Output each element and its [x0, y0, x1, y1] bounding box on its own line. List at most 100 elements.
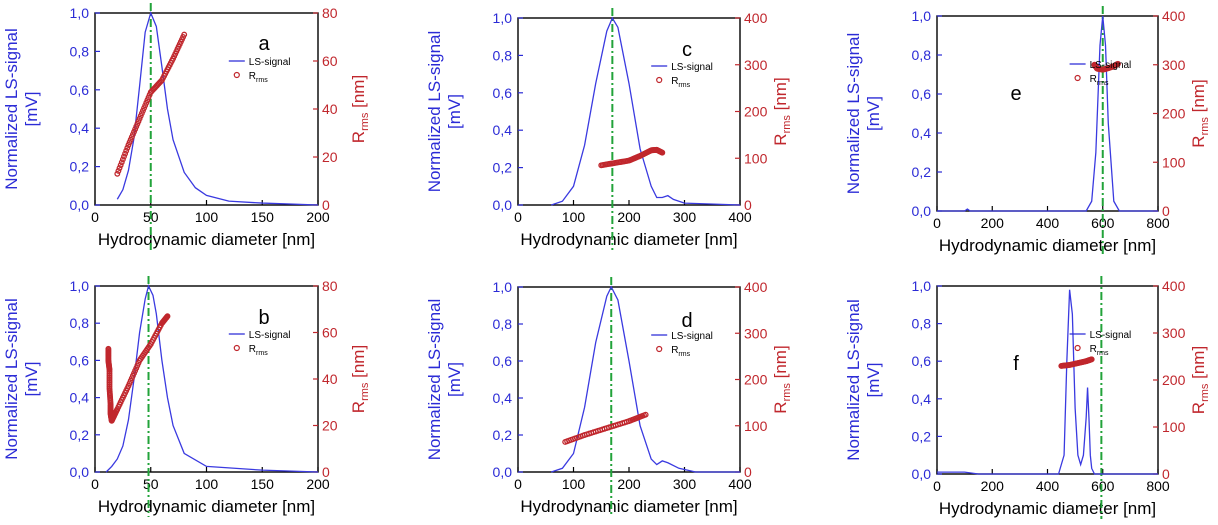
y-right-label-main: R — [771, 401, 790, 413]
legend-rrms-sub: rms — [1097, 80, 1109, 87]
panel-letter: b — [258, 307, 269, 329]
y-right-label-main: R — [349, 401, 368, 413]
legend-marker-icon — [233, 71, 240, 79]
x-tick-label: 100 — [562, 476, 586, 492]
y-right-tick-label: 40 — [322, 101, 338, 117]
y-left-tick-label: 0,8 — [493, 316, 513, 332]
y-right-tick-label: 60 — [322, 53, 338, 69]
y-right-tick-label: 80 — [322, 5, 338, 21]
y-right-tick-label: 80 — [322, 278, 338, 294]
y-left-tick-label: 0,2 — [70, 427, 90, 443]
legend-label-rrms: Rrms — [671, 345, 690, 358]
rrms-point — [181, 31, 188, 38]
y-right-tick-label: 100 — [1162, 154, 1186, 170]
legend-label-rrms: Rrms — [1090, 344, 1109, 357]
y-left-tick-label: 0,2 — [70, 159, 90, 175]
plot-frame — [94, 12, 319, 206]
y-left-tick-label: 0,8 — [70, 43, 90, 59]
y-right-label-unit: [nm] — [349, 75, 368, 113]
plot-frame — [936, 15, 1159, 212]
y-right-tick-label: 300 — [1162, 325, 1186, 341]
y-right-label-sub: rms — [1199, 383, 1211, 402]
legend-label-rrms: Rrms — [671, 76, 690, 89]
panel-c: 0 100 200 300 400 0,0 0,2 0,4 0,6 0,8 1,0 0 100 200 30… — [425, 8, 793, 250]
x-tick-label: 0 — [933, 215, 941, 231]
y-right-label-sub: rms — [1199, 117, 1211, 136]
y-left-axis-unit: [mV] — [445, 362, 464, 397]
y-right-label-main: R — [349, 131, 368, 143]
legend-rrms-sub: rms — [256, 350, 268, 357]
y-left-tick-label: 0,0 — [912, 466, 932, 482]
x-tick-label: 150 — [251, 476, 275, 492]
legend-marker-icon — [656, 345, 663, 353]
x-tick-label: 400 — [728, 476, 752, 492]
x-tick-label: 600 — [1091, 215, 1115, 231]
y-left-tick-label: 0,4 — [493, 122, 513, 138]
y-right-label-unit: [nm] — [771, 77, 790, 115]
x-axis-label: Hydrodynamic diameter [nm] — [520, 230, 737, 249]
x-tick-label: 600 — [1091, 478, 1115, 494]
y-left-tick-label: 0,4 — [70, 120, 90, 136]
y-right-label-main: R — [1189, 135, 1208, 147]
ls-signal-line — [551, 16, 741, 206]
plot-frame — [517, 286, 741, 473]
x-tick-label: 200 — [617, 209, 641, 225]
rrms-point — [124, 144, 131, 151]
y-left-tick-label: 0,2 — [493, 427, 513, 443]
legend-rrms-main: R — [1090, 74, 1097, 85]
y-right-tick-label: 200 — [744, 104, 768, 120]
x-tick-label: 100 — [562, 209, 586, 225]
y-left-tick-label: 0,4 — [912, 125, 932, 141]
x-tick-label: 0 — [91, 476, 99, 492]
y-right-tick-label: 0 — [322, 197, 330, 213]
y-left-axis-unit: [mV] — [22, 92, 41, 127]
x-tick-label: 300 — [673, 476, 697, 492]
panel-letter: f — [1013, 353, 1019, 375]
y-right-tick-label: 0 — [322, 464, 330, 480]
panel-f: 0 200 400 600 800 0,0 0,2 0,4 0,6 0,8 1,0 0 100 200 30… — [844, 276, 1211, 519]
y-right-axis-label: Rrms [nm] — [349, 75, 371, 143]
legend-rrms-main: R — [249, 344, 256, 355]
legend-label-ls: LS-signal — [1090, 330, 1132, 341]
y-right-label-sub: rms — [781, 383, 793, 402]
y-left-axis-label: Normalized LS-signal — [2, 28, 21, 190]
y-right-label-sub: rms — [359, 382, 371, 401]
rrms-point — [106, 377, 113, 384]
y-right-tick-label: 20 — [322, 149, 338, 165]
y-left-axis-unit: [mV] — [864, 363, 883, 398]
x-tick-label: 0 — [514, 476, 522, 492]
y-right-label-unit: [nm] — [1189, 346, 1208, 384]
y-left-axis-label: Normalized LS-signal — [844, 33, 863, 195]
legend-marker-icon — [656, 76, 663, 84]
rrms-point — [121, 153, 127, 160]
x-tick-label: 800 — [1146, 478, 1170, 494]
y-left-axis-unit: [mV] — [22, 362, 41, 397]
y-right-tick-label: 200 — [1162, 106, 1186, 122]
x-tick-label: 150 — [251, 209, 275, 225]
rrms-point — [164, 313, 171, 320]
y-right-label-unit: [nm] — [771, 345, 790, 383]
y-right-tick-label: 400 — [744, 10, 768, 26]
legend-rrms-main: R — [1090, 344, 1097, 355]
legend-label-ls: LS-signal — [1090, 60, 1132, 71]
y-right-tick-label: 200 — [1162, 372, 1186, 388]
legend-label-ls: LS-signal — [249, 330, 291, 341]
rrms-point — [122, 150, 129, 157]
rrms-point — [1114, 60, 1121, 67]
y-right-label-unit: [nm] — [1189, 79, 1208, 117]
y-right-tick-label: 0 — [744, 197, 752, 213]
y-left-tick-label: 0,4 — [493, 390, 513, 406]
rrms-point — [118, 159, 125, 166]
plot-frame — [936, 285, 1159, 475]
y-left-axis-label: Normalized LS-signal — [2, 298, 21, 460]
legend-rrms-main: R — [671, 76, 678, 87]
rrms-point — [123, 147, 130, 154]
x-axis-label: Hydrodynamic diameter [nm] — [98, 497, 315, 516]
rrms-point — [659, 149, 666, 156]
y-left-tick-label: 0,0 — [70, 197, 90, 213]
panel-d: 0 100 200 300 400 0,0 0,2 0,4 0,6 0,8 1,0 0 100 200 30… — [425, 277, 793, 517]
rrms-point — [1088, 356, 1095, 363]
x-tick-label: 400 — [1036, 215, 1060, 231]
rrms-point — [106, 366, 113, 373]
y-right-tick-label: 60 — [322, 325, 338, 341]
